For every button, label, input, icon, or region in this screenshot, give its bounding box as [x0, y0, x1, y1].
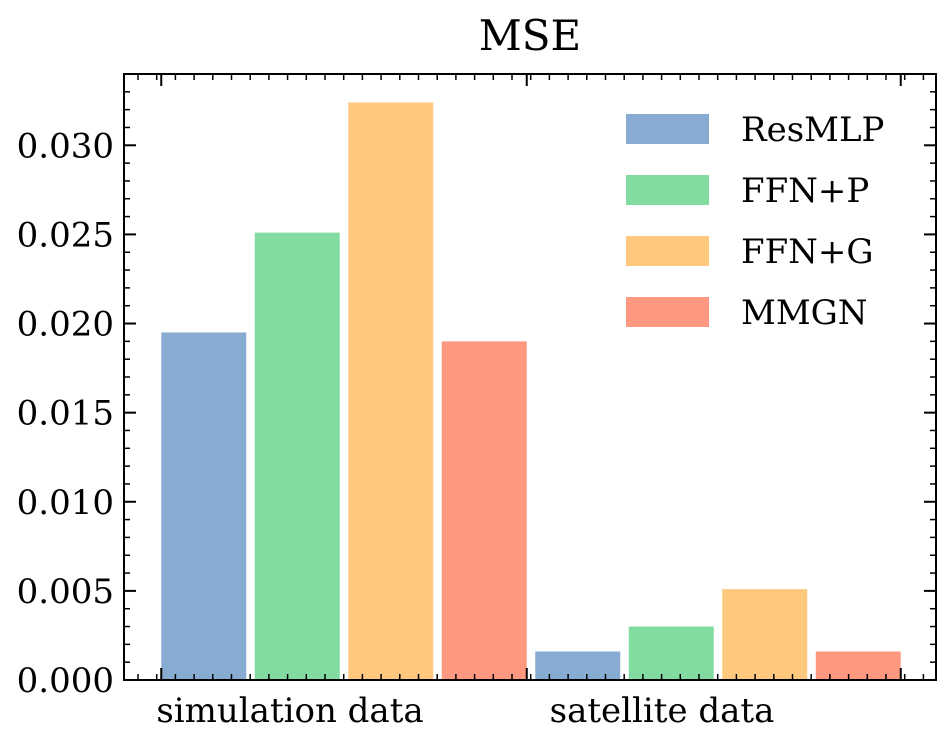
bar-mmgn-1: [815, 651, 901, 680]
y-tick-label: 0.010: [17, 483, 114, 523]
bar-mmgn-0: [441, 341, 527, 680]
y-tick-label: 0.025: [17, 215, 114, 255]
y-tick-label: 0.005: [17, 572, 114, 612]
legend: ResMLP FFN+P FFN+G MMGN: [626, 110, 884, 333]
legend-swatch-ffn-p: [626, 175, 709, 205]
y-tick-label: 0.015: [17, 394, 114, 434]
y-tick-label: 0.030: [17, 126, 114, 166]
x-category-labels: simulation data satellite data: [156, 691, 774, 731]
bar-ffn-p-1: [628, 626, 714, 680]
bar-ffn-g-1: [722, 589, 808, 680]
y-tick-label: 0.020: [17, 305, 114, 345]
legend-label-ffn-g: FFN+G: [741, 232, 874, 272]
chart-title: MSE: [479, 11, 581, 60]
bar-ffn-g-0: [348, 102, 434, 681]
x-category-label: simulation data: [156, 691, 423, 731]
legend-label-resmlp: ResMLP: [741, 110, 884, 150]
bar-resmlp-0: [161, 332, 247, 680]
plot-frame: [123, 73, 937, 681]
legend-label-ffn-p: FFN+P: [741, 171, 869, 211]
y-tick-labels: 0.000 0.005 0.010 0.015 0.020 0.025 0.030: [17, 126, 114, 701]
legend-swatch-resmlp: [626, 114, 709, 144]
bars-group: [161, 102, 901, 681]
legend-swatch-ffn-g: [626, 236, 709, 266]
x-category-label: satellite data: [550, 691, 775, 731]
bar-ffn-p-0: [254, 232, 340, 681]
legend-swatch-mmgn: [626, 297, 709, 327]
legend-label-mmgn: MMGN: [741, 293, 868, 333]
bar-resmlp-1: [535, 651, 621, 680]
y-tick-label: 0.000: [17, 661, 114, 701]
